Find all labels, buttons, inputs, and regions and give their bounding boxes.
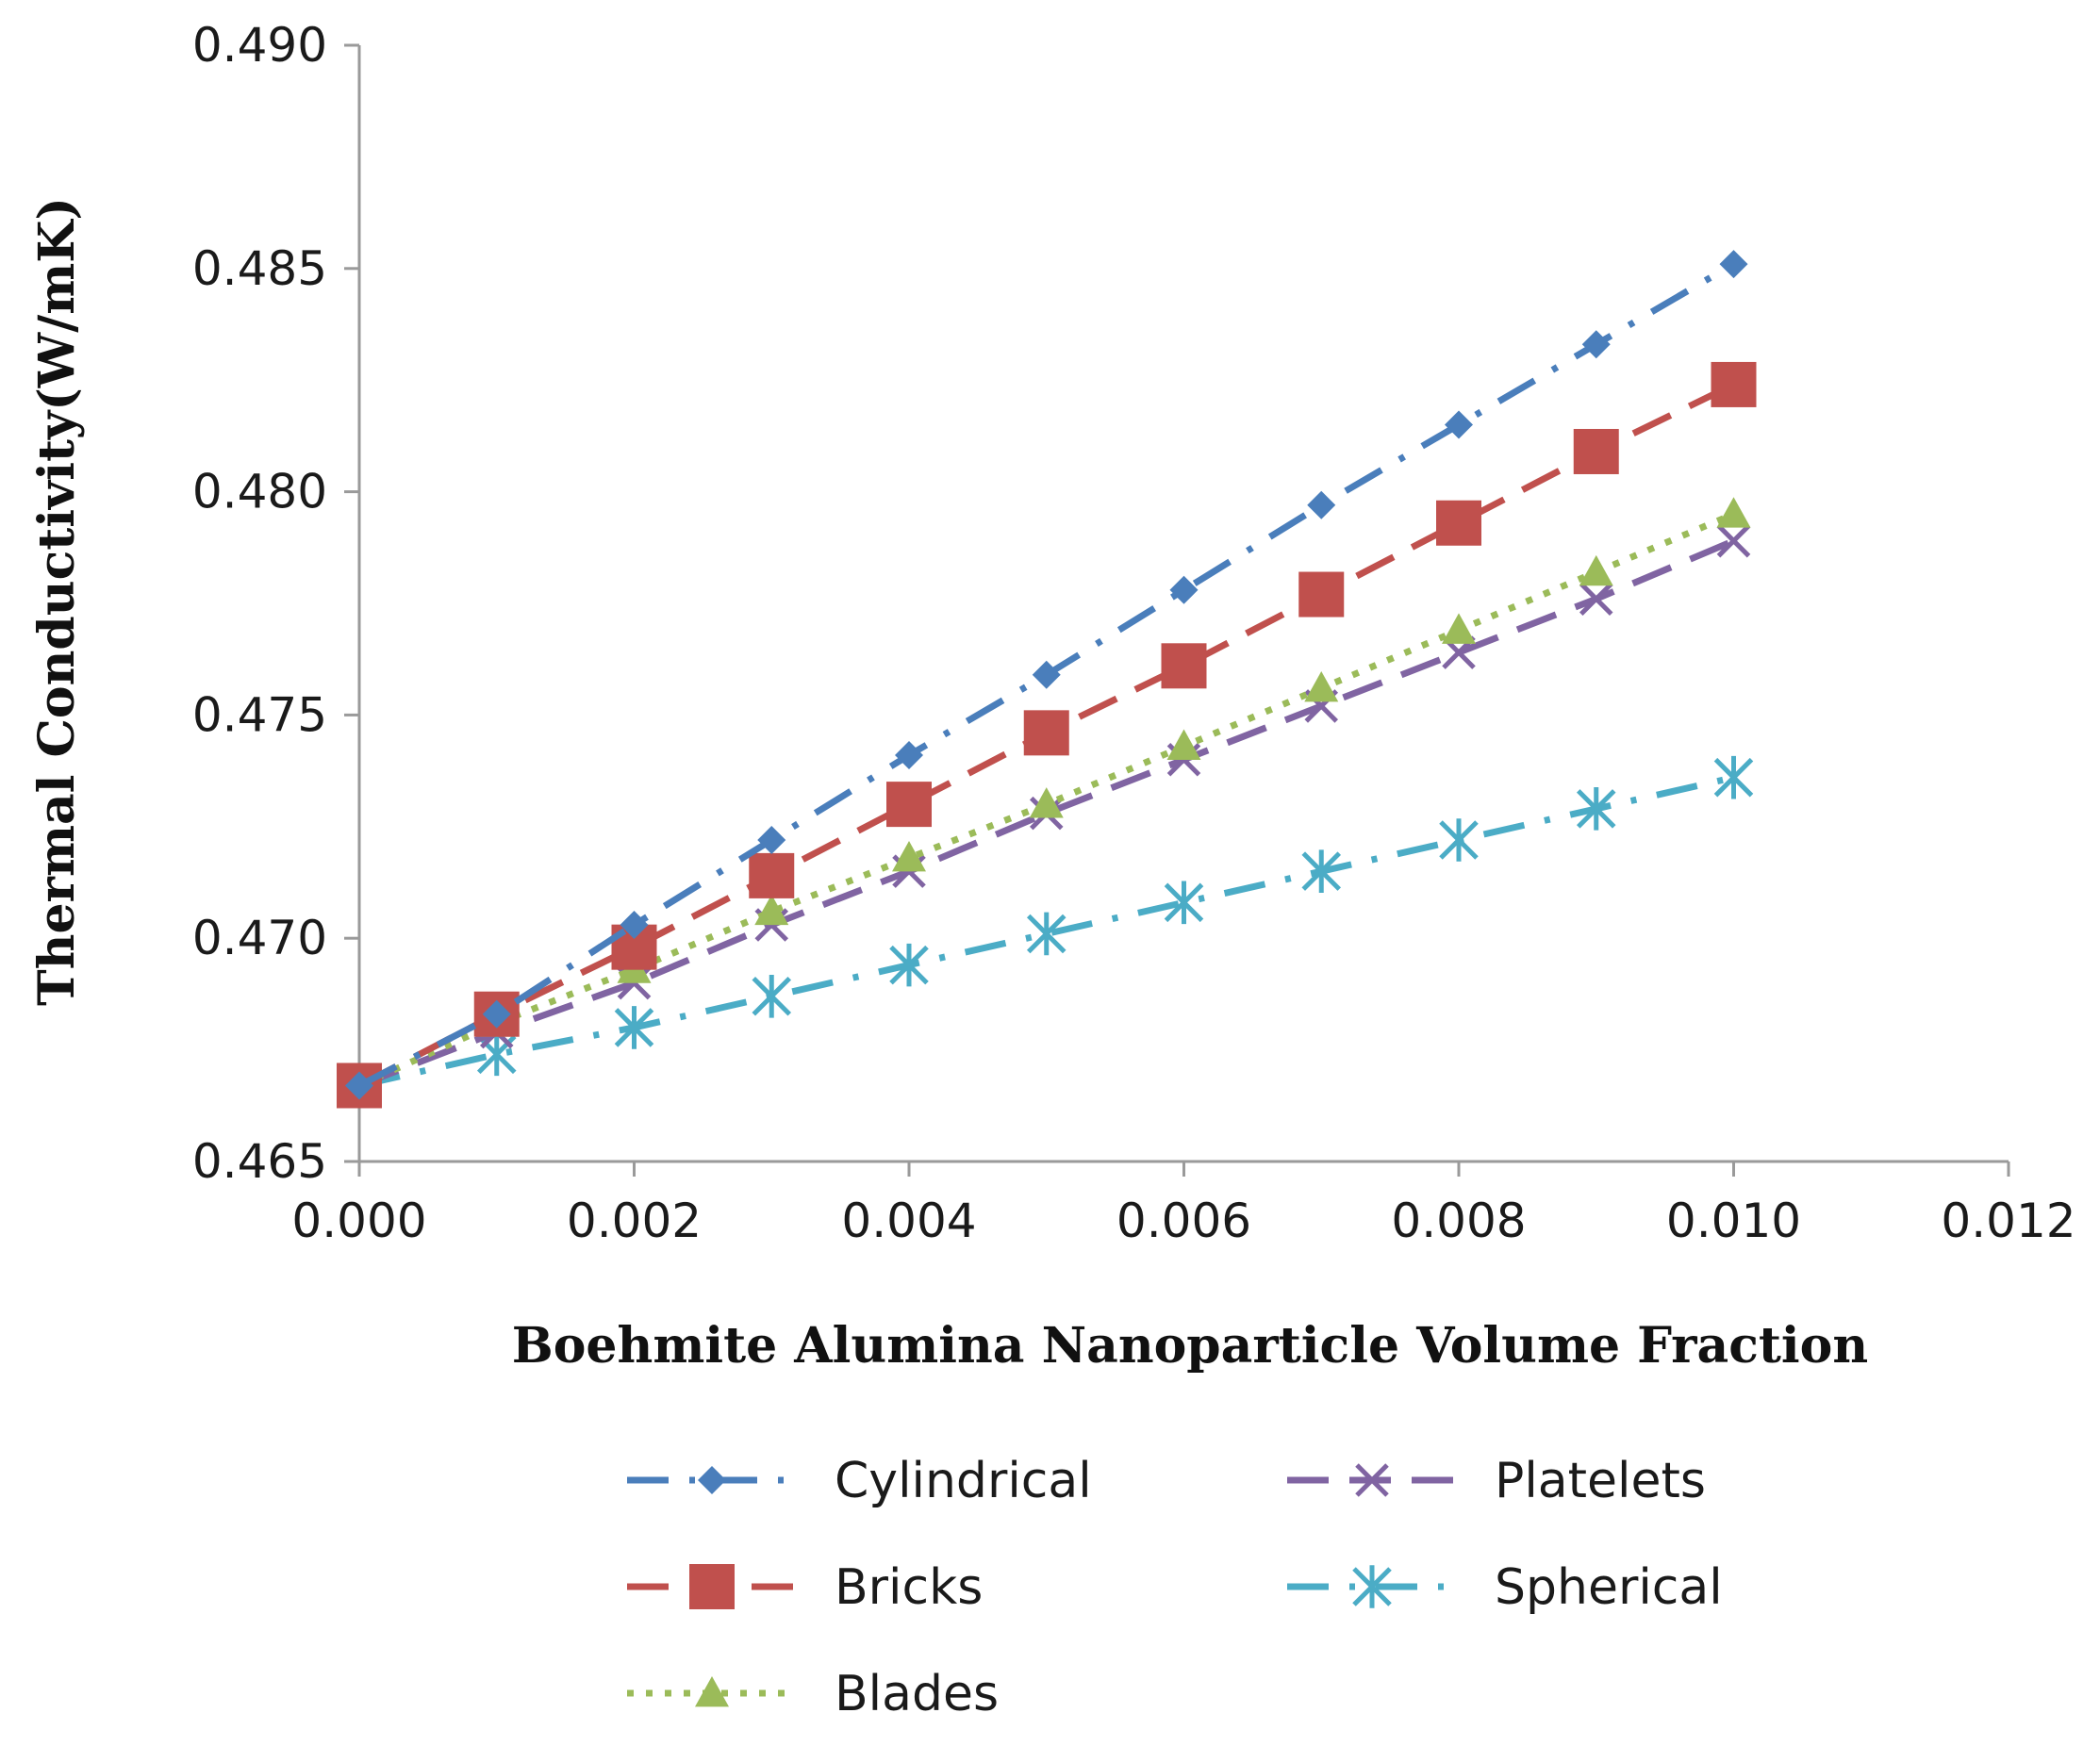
data-point [482,999,511,1029]
legend-item-bricks: Bricks [627,1559,983,1616]
legend-label: Spherical [1495,1559,1723,1616]
data-point [749,852,795,898]
data-point [1716,497,1751,528]
data-point [1307,490,1336,519]
x-tick-label: 0.006 [1116,1194,1251,1248]
data-point [1581,330,1611,359]
y-axis-title: Thermal Conductivity(W/mK) [28,197,86,1006]
data-point [1029,787,1064,818]
marker-stroke [1355,1463,1389,1497]
data-point [1719,250,1748,279]
legend-label: Platelets [1495,1453,1706,1509]
legend-marker [695,1676,729,1707]
data-point [1023,710,1069,756]
x-tick-label: 0.008 [1391,1194,1526,1248]
data-point [1573,428,1619,474]
data-point [895,741,923,770]
y-tick-label: 0.470 [192,911,327,965]
legend-marker [1352,1565,1392,1608]
series-group [337,250,1757,1109]
data-point [1442,613,1476,644]
series-line [358,774,1735,1089]
legend-marker [698,1466,726,1494]
x-tick-label: 0.004 [841,1194,976,1248]
legend-item-platelets: Platelets [1287,1453,1706,1509]
x-tick-label: 0.002 [567,1194,702,1248]
data-point [620,910,649,939]
data-point [1298,571,1345,618]
x-tick-label: 0.010 [1666,1194,1801,1248]
data-point [752,974,792,1018]
data-point [345,1071,373,1100]
legend-marker [1355,1463,1389,1497]
data-point [1716,523,1751,558]
series-spherical [339,755,1754,1108]
data-point [1445,410,1473,439]
data-point [1166,729,1201,760]
marker-stroke [1579,582,1613,617]
legend-item-blades: Blades [627,1666,999,1722]
legend-marker [689,1564,735,1609]
data-point [1301,849,1342,893]
legend-label: Bricks [835,1559,983,1616]
legend-label: Cylindrical [835,1453,1092,1509]
x-tick-label: 0.012 [1941,1194,2075,1248]
data-point [1164,881,1204,925]
marker-stroke [1716,523,1751,558]
data-point [1713,755,1754,799]
legend-item-cylindrical: Cylindrical [627,1453,1092,1509]
data-point [1579,582,1613,617]
x-tick-label: 0.000 [291,1194,426,1248]
data-point [614,1006,654,1049]
data-point [889,943,929,987]
data-point [754,894,789,926]
tick-labels: 0.465 0.470 0.475 0.480 0.485 0.490 0.000 0.002… [192,18,2076,1248]
data-point [1161,643,1207,689]
series-cylindrical [345,250,1748,1100]
y-tick-label: 0.485 [192,241,327,296]
data-point [892,840,926,872]
y-tick-label: 0.465 [192,1134,327,1189]
data-point [1576,787,1616,831]
legend-item-spherical: Spherical [1287,1559,1723,1616]
data-point [1436,500,1481,546]
legend: Cylindrical Bricks Blades Platelets Spherica… [627,1453,1723,1722]
x-axis-title: Boehmite Alumina Nanoparticle Volume Fra… [512,1317,1868,1375]
data-point [1711,361,1757,407]
y-tick-label: 0.480 [192,465,327,519]
series-line [357,511,1735,1089]
data-point [1304,670,1339,702]
data-point [1032,660,1061,689]
data-point [1439,818,1479,862]
axes [344,43,2010,1177]
data-point [1169,575,1199,604]
series-bricks [337,361,1757,1109]
data-point [886,782,932,828]
data-point [1579,554,1613,586]
legend-label: Blades [835,1666,999,1722]
y-tick-label: 0.475 [192,687,327,742]
y-tick-label: 0.490 [192,18,327,73]
data-point [1026,912,1067,956]
data-point [757,826,786,855]
